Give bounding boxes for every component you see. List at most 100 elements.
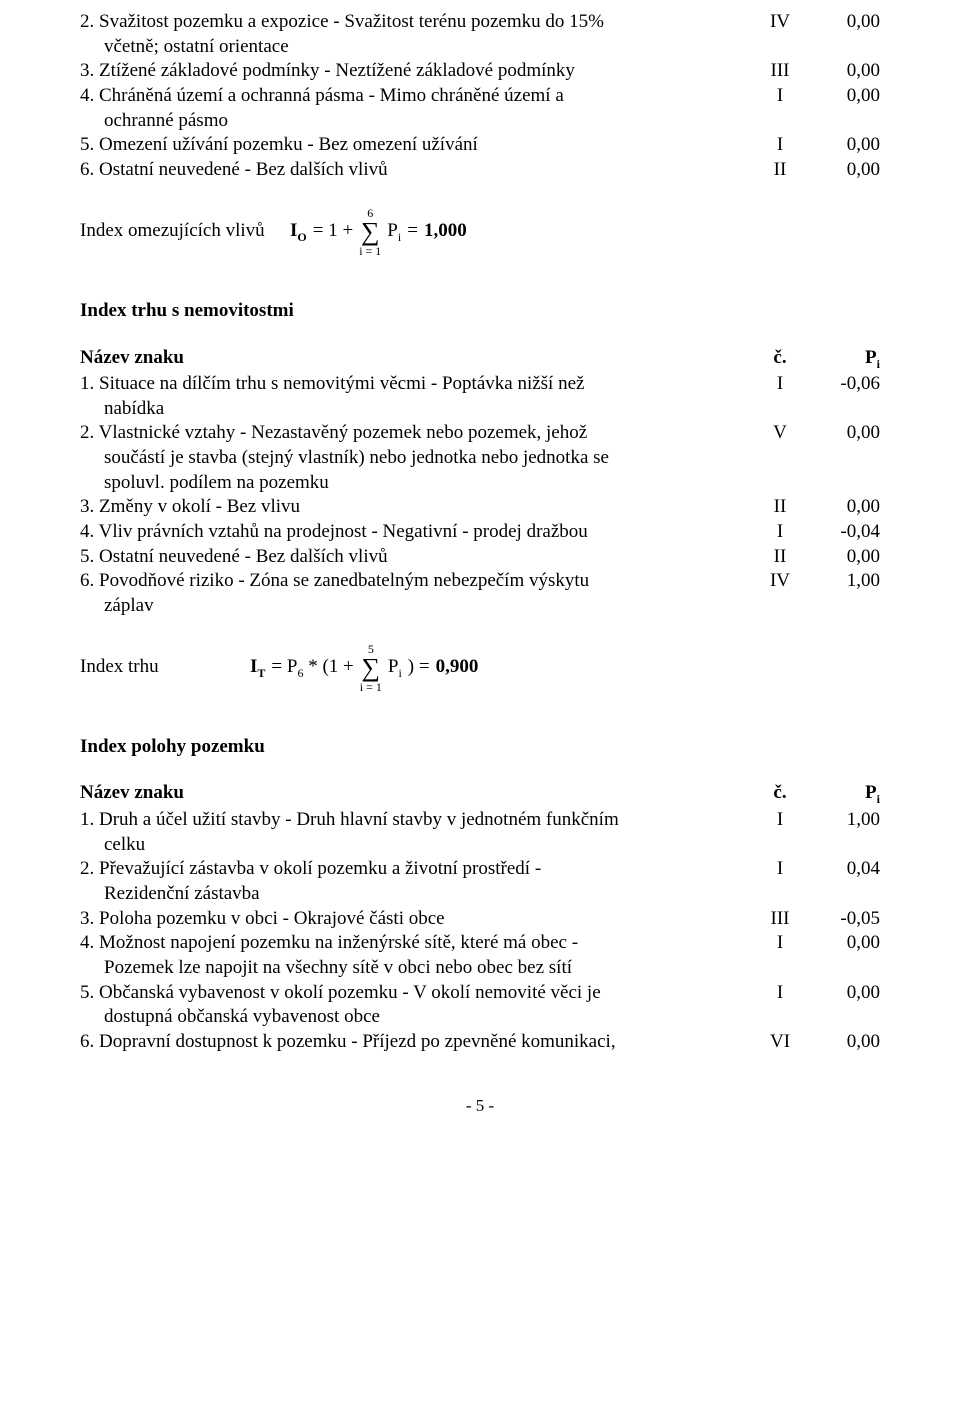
row-col-p: 0,00 [810,421,880,446]
row-label: 3. Poloha pozemku v obci - Okrajové část… [80,907,750,932]
sigma-bottom: i = 1 [359,245,381,257]
table-row: 5. Ostatní neuvedené - Bez dalších vlivů… [80,545,880,570]
row-label: 2. Vlastnické vztahy - Nezastavěný pozem… [80,421,750,446]
formula-index-trhu: Index trhu IT = P6 * (1 + 5 ∑ i = 1 Pi )… [80,643,880,693]
table-row: včetně; ostatní orientace [80,35,880,60]
row-label: 3. Změny v okolí - Bez vlivu [80,495,750,520]
table-row: 6. Ostatní neuvedené - Bez dalších vlivů… [80,158,880,183]
eq1b: * (1 + [303,656,353,677]
table-row: 1. Druh a účel užití stavby - Druh hlavn… [80,808,880,833]
table-row: 4. Vliv právních vztahů na prodejnost - … [80,520,880,545]
table-row: 5. Omezení užívání pozemku - Bez omezení… [80,133,880,158]
eq-text: = [407,219,418,244]
row-col-c: I [750,84,810,109]
row-col-p: 0,00 [810,133,880,158]
table-row: 5. Občanská vybavenost v okolí pozemku -… [80,981,880,1006]
row-label-cont: ochranné pásmo [80,109,750,134]
formula-math: IO = 1 + 6 ∑ i = 1 Pi = 1,000 [290,207,467,257]
row-col-p: 0,00 [810,495,880,520]
header-p-sym: P [865,782,877,803]
table-row: Rezidenční zástavba [80,882,880,907]
row-col-p: 0,00 [810,158,880,183]
row-col-c: I [750,808,810,833]
row-label: 1. Druh a účel užití stavby - Druh hlavn… [80,808,750,833]
row-col-c: IV [750,569,810,594]
rhs-sym: P [387,220,398,241]
row-col-p: 0,00 [810,84,880,109]
row-label-cont: záplav [80,594,750,619]
sigma-symbol: ∑ [361,219,380,245]
row-label-cont: Pozemek lze napojit na všechny sítě v ob… [80,956,750,981]
row-col-c: III [750,907,810,932]
row-col-c: II [750,495,810,520]
row-col-p: 0,00 [810,59,880,84]
formula-lead: Index omezujících vlivů [80,219,290,244]
table-row: 4. Možnost napojení pozemku na inženýrsk… [80,931,880,956]
page: 2. Svažitost pozemku a expozice - Svažit… [0,0,960,1425]
row-label: 5. Omezení užívání pozemku - Bez omezení… [80,133,750,158]
row-col-p: -0,04 [810,520,880,545]
row-col-c: I [750,857,810,882]
row-label: 4. Chráněná území a ochranná pásma - Mim… [80,84,750,109]
table-row: 3. Poloha pozemku v obci - Okrajové část… [80,907,880,932]
row-col-p: -0,05 [810,907,880,932]
row-label-cont: celku [80,833,750,858]
eq-text: ) = [408,655,430,680]
row-label-cont: dostupná občanská vybavenost obce [80,1005,750,1030]
row-label: 4. Vliv právních vztahů na prodejnost - … [80,520,750,545]
table-row: celku [80,833,880,858]
row-col-c: VI [750,1030,810,1055]
formula-lead: Index trhu [80,655,250,680]
row-col-p: 0,00 [810,545,880,570]
row-label: 4. Možnost napojení pozemku na inženýrsk… [80,931,750,956]
sigma-symbol: ∑ [362,655,381,681]
row-label: 2. Svažitost pozemku a expozice - Svažit… [80,10,750,35]
row-label: 1. Situace na dílčím trhu s nemovitými v… [80,372,750,397]
table-row: nabídka [80,397,880,422]
table-header: Název znaku č. Pi [80,346,880,372]
section-title-trhu: Index trhu s nemovitostmi [80,299,880,324]
row-label: 3. Ztížené základové podmínky - Neztížen… [80,59,750,84]
row-col-c: I [750,133,810,158]
row-col-p: 0,00 [810,1030,880,1055]
page-number: - 5 - [80,1095,880,1117]
row-col-c: I [750,520,810,545]
table-row: součástí je stavba (stejný vlastník) neb… [80,446,880,471]
row-col-c: I [750,931,810,956]
table-row: 2. Převažující zástavba v okolí pozemku … [80,857,880,882]
formula-math: IT = P6 * (1 + 5 ∑ i = 1 Pi ) = 0,900 [250,643,478,693]
row-label-cont: spoluvl. podílem na pozemku [80,471,750,496]
formula-index-omezujicich: Index omezujících vlivů IO = 1 + 6 ∑ i =… [80,207,880,257]
sigma-bottom: i = 1 [360,681,382,693]
lhs: IO [290,219,307,245]
eq-text: = P6 * (1 + [271,655,353,681]
rhs-sym: P [388,656,399,677]
table-row: 2. Svažitost pozemku a expozice - Svažit… [80,10,880,35]
row-label: 6. Ostatní neuvedené - Bez dalších vlivů [80,158,750,183]
rhs: Pi [388,655,402,681]
table-row: Pozemek lze napojit na všechny sítě v ob… [80,956,880,981]
row-col-p: 0,00 [810,10,880,35]
rhs-sub: i [398,665,401,679]
row-label: 5. Občanská vybavenost v okolí pozemku -… [80,981,750,1006]
rhs: Pi [387,219,401,245]
row-col-p: 1,00 [810,808,880,833]
table-row: 2. Vlastnické vztahy - Nezastavěný pozem… [80,421,880,446]
table-row: ochranné pásmo [80,109,880,134]
sigma-icon: 5 ∑ i = 1 [360,643,382,693]
table-row: 4. Chráněná území a ochranná pásma - Mim… [80,84,880,109]
table-row: dostupná občanská vybavenost obce [80,1005,880,1030]
header-p-sub: i [877,792,880,806]
table-row: 6. Dopravní dostupnost k pozemku - Příje… [80,1030,880,1055]
row-col-c: I [750,372,810,397]
row-col-c: I [750,981,810,1006]
row-col-c: II [750,545,810,570]
row-col-p: -0,06 [810,372,880,397]
row-label-cont: nabídka [80,397,750,422]
row-col-p: 1,00 [810,569,880,594]
eq1a: = P [271,656,297,677]
section-title-polohy: Index polohy pozemku [80,735,880,760]
header-p-sub: i [877,356,880,370]
header-p: Pi [810,346,880,372]
lhs: IT [250,655,265,681]
